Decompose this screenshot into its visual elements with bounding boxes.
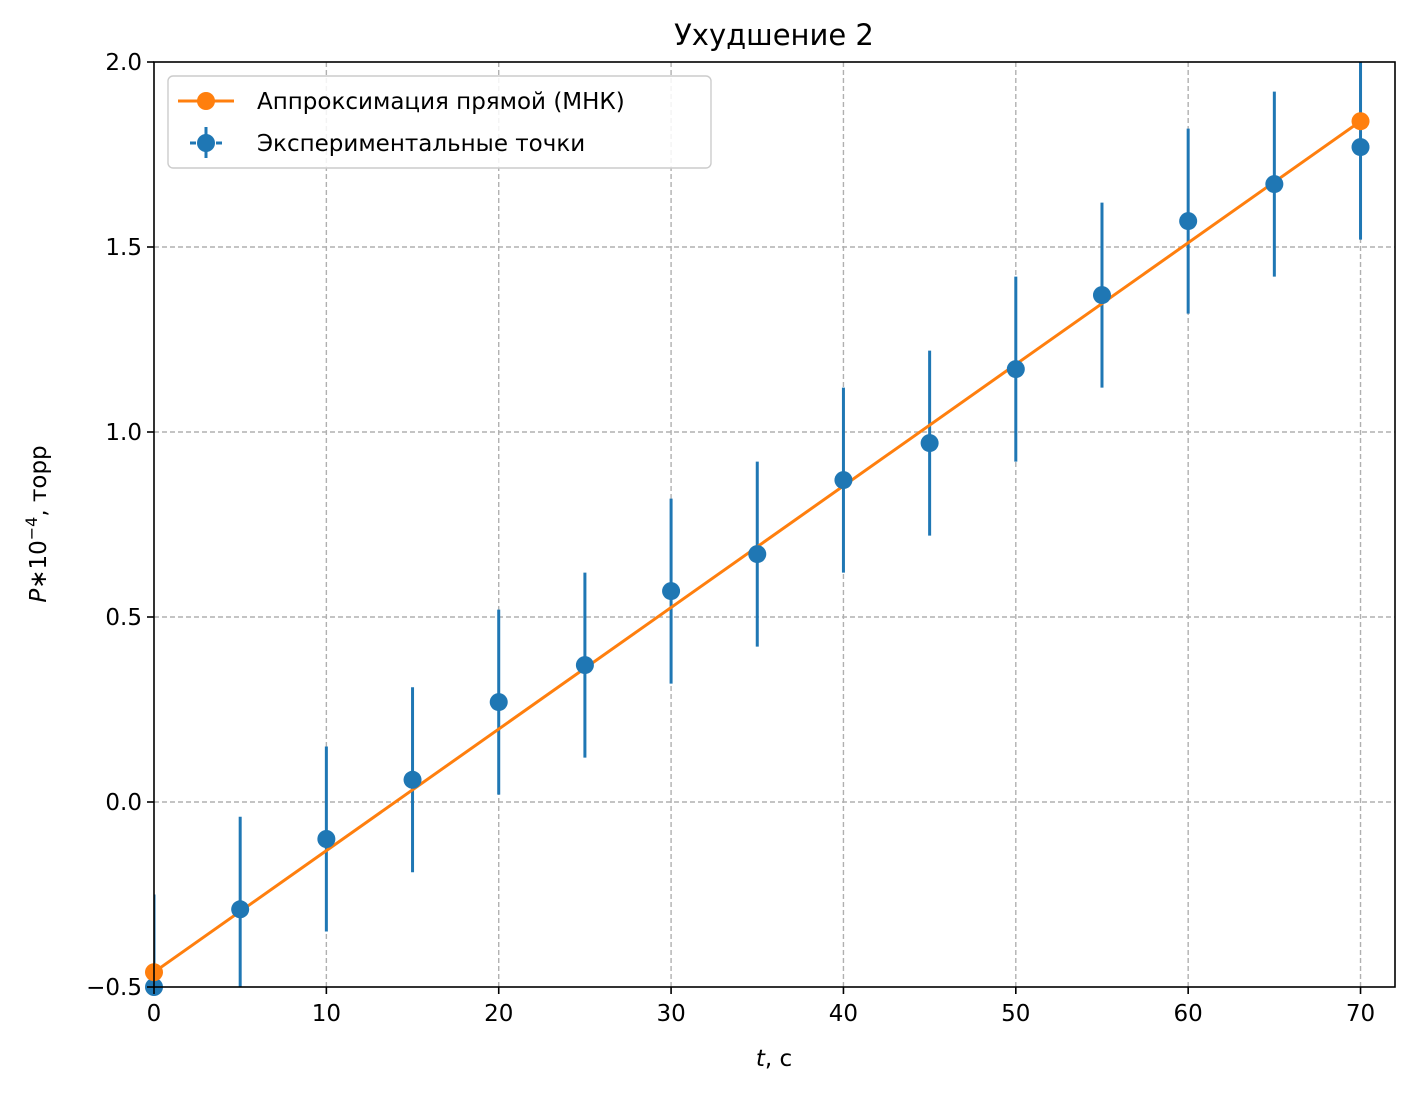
y-tick-label: 0.0	[105, 790, 142, 816]
y-axis-label-unit: , торр	[26, 445, 52, 516]
data-point	[1265, 175, 1284, 194]
x-tick-label: 40	[829, 1001, 858, 1027]
data-point	[748, 545, 767, 564]
data-point	[834, 471, 853, 490]
legend-box	[167, 75, 712, 169]
legend-label-fit: Аппроксимация прямой (МНК)	[257, 89, 625, 115]
y-tick-label: 1.0	[105, 420, 142, 446]
data-point	[1179, 212, 1198, 231]
plot-frame	[153, 61, 1396, 988]
data-point	[1092, 286, 1111, 305]
y-tick-label: 0.5	[105, 605, 142, 631]
data-point	[317, 830, 336, 848]
data-point	[403, 770, 422, 789]
legend: Аппроксимация прямой (МНК) Экспериментал…	[167, 75, 712, 169]
legend-label-points: Экспериментальные точки	[257, 131, 585, 157]
chart-title: Ухудшение 2	[674, 18, 874, 52]
data-point	[231, 900, 250, 919]
y-axis-label-var: P	[26, 589, 52, 603]
plot-area	[154, 62, 1395, 987]
x-tick-label: 70	[1346, 1001, 1375, 1027]
data-point	[920, 434, 939, 453]
y-axis-label: P∗10−4, торр	[22, 445, 52, 602]
x-tick-label: 0	[147, 1001, 162, 1027]
x-axis-label-unit: , с	[765, 1046, 792, 1072]
x-tick-label: 30	[656, 1001, 685, 1027]
x-tick-label: 50	[1001, 1001, 1030, 1027]
x-tick-label: 20	[484, 1001, 513, 1027]
y-tick-label: 2.0	[105, 50, 142, 76]
x-tick-label: 60	[1174, 1001, 1203, 1027]
ticks: 0 10 20 30 40 50 60 70 −0.5 0.0 0.5 1.0 1.5 2.0	[86, 50, 1375, 1027]
x-axis-label-var: t	[756, 1046, 766, 1072]
data-point	[1006, 360, 1025, 379]
y-tick-label: −0.5	[86, 975, 142, 1001]
y-tick-label: 1.5	[105, 235, 142, 261]
y-axis-label-mid: ∗10	[26, 540, 52, 589]
legend-line-marker	[197, 92, 215, 110]
x-tick-label: 10	[312, 1001, 341, 1027]
fit-marker	[1351, 112, 1370, 131]
data-point	[489, 693, 508, 712]
data-point	[575, 656, 594, 675]
data-point	[1351, 138, 1370, 157]
x-axis-label: t, с	[756, 1046, 792, 1072]
data-point	[662, 582, 681, 601]
y-axis-label-exp: −4	[22, 517, 41, 541]
legend-errorbar-marker	[197, 134, 215, 152]
